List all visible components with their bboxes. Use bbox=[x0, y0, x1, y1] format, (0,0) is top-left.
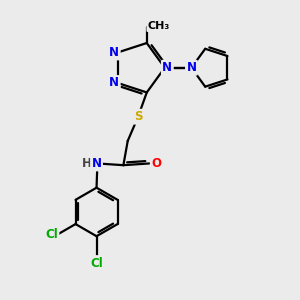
Text: N: N bbox=[109, 76, 119, 89]
Text: Cl: Cl bbox=[90, 256, 103, 269]
Text: N: N bbox=[92, 157, 101, 170]
Text: CH₃: CH₃ bbox=[148, 21, 170, 31]
Text: S: S bbox=[134, 110, 142, 123]
Text: O: O bbox=[151, 157, 161, 170]
Text: N: N bbox=[109, 46, 119, 59]
Text: H: H bbox=[82, 157, 92, 169]
Text: Cl: Cl bbox=[45, 228, 58, 242]
Text: N: N bbox=[186, 61, 197, 74]
Text: N: N bbox=[162, 61, 172, 74]
